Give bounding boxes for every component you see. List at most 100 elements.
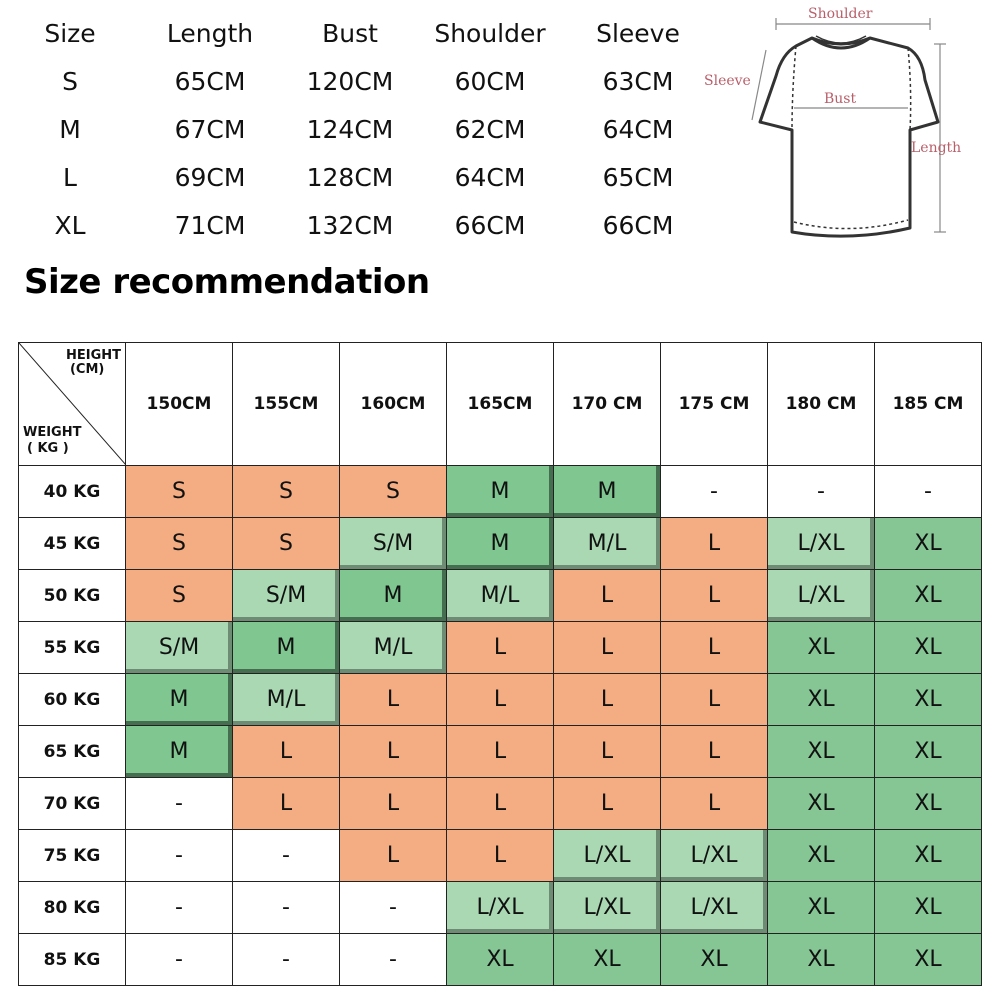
height-header: 185 CM	[874, 342, 982, 466]
bust-cell: 128CM	[306, 163, 394, 192]
size-cell: S	[125, 517, 233, 570]
size-cell: S/M	[339, 517, 447, 570]
size-cell: -	[660, 465, 768, 518]
size-column: Size S M L XL	[0, 14, 140, 254]
shoulder-cell: 60CM	[454, 67, 526, 96]
sleeve-cell: 63CM	[602, 67, 674, 96]
size-cell: -	[339, 881, 447, 934]
size-cell: S	[62, 67, 78, 96]
size-cell: L	[232, 725, 340, 778]
bust-header: Bust	[322, 19, 378, 48]
sleeve-label: Sleeve	[704, 73, 751, 89]
size-cell: S/M	[232, 569, 340, 622]
weight-label: 85 KG	[18, 933, 126, 986]
size-cell: L	[232, 777, 340, 830]
table-row: 70 KG - L L L L L XL XL	[18, 777, 982, 830]
size-cell: S	[232, 517, 340, 570]
size-cell: XL	[767, 621, 875, 674]
size-cell: S	[232, 465, 340, 518]
weight-label: 40 KG	[18, 465, 126, 518]
size-cell: M/L	[339, 621, 447, 674]
size-cell: M	[446, 465, 554, 518]
table-row: 65 KG M L L L L L XL XL	[18, 725, 982, 778]
length-label: Length	[911, 140, 961, 156]
height-header: 170 CM	[553, 342, 661, 466]
bust-label: Bust	[824, 91, 856, 107]
size-cell: -	[125, 829, 233, 882]
length-cell: 65CM	[174, 67, 246, 96]
weight-label: 55 KG	[18, 621, 126, 674]
height-header: 175 CM	[660, 342, 768, 466]
shoulder-cell: 66CM	[454, 211, 526, 240]
size-cell: L	[339, 725, 447, 778]
size-cell: -	[767, 465, 875, 518]
size-cell: L	[660, 777, 768, 830]
size-cell: XL	[767, 725, 875, 778]
size-cell: L	[446, 777, 554, 830]
size-cell: -	[874, 465, 982, 518]
size-cell: L	[553, 569, 661, 622]
table-row: 50 KG S S/M M M/L L L L/XL XL	[18, 569, 982, 622]
size-cell: L	[446, 673, 554, 726]
size-cell: XL	[874, 621, 982, 674]
weight-label: 75 KG	[18, 829, 126, 882]
height-header: 150CM	[125, 342, 233, 466]
table-row: 80 KG - - - L/XL L/XL L/XL XL XL	[18, 881, 982, 934]
size-cell: S	[125, 569, 233, 622]
size-cell: L	[660, 725, 768, 778]
shoulder-cell: 64CM	[454, 163, 526, 192]
size-cell: L	[446, 621, 554, 674]
size-cell: S	[339, 465, 447, 518]
size-cell: -	[125, 881, 233, 934]
length-header: Length	[166, 19, 254, 48]
bust-cell: 132CM	[306, 211, 394, 240]
sleeve-column: Sleeve 63CM 64CM 65CM 66CM	[568, 14, 708, 254]
shoulder-header: Shoulder	[434, 19, 546, 48]
weight-label: 80 KG	[18, 881, 126, 934]
size-cell: -	[125, 777, 233, 830]
size-cell: L	[553, 673, 661, 726]
sleeve-header: Sleeve	[596, 19, 680, 48]
diagonal-divider-icon	[19, 343, 125, 465]
size-cell: -	[339, 933, 447, 986]
size-cell: L	[553, 621, 661, 674]
size-cell: L	[660, 673, 768, 726]
size-cell: L	[553, 777, 661, 830]
size-cell: XL	[446, 933, 554, 986]
size-cell: L	[446, 829, 554, 882]
size-cell: XL	[874, 777, 982, 830]
height-header: 155CM	[232, 342, 340, 466]
size-cell: XL	[874, 933, 982, 986]
weight-label: 65 KG	[18, 725, 126, 778]
size-cell: XL	[767, 673, 875, 726]
table-row: 45 KG S S S/M M M/L L L/XL XL	[18, 517, 982, 570]
size-cell: XL	[874, 829, 982, 882]
table-row: 55 KG S/M M M/L L L L XL XL	[18, 621, 982, 674]
size-cell: XL	[874, 673, 982, 726]
table-row: 40 KG S S S M M - - -	[18, 465, 982, 518]
size-cell: M/L	[232, 673, 340, 726]
size-cell: S/M	[125, 621, 233, 674]
size-recommendation-table: HEIGHT (CM) WEIGHT ( KG ) 150CM 155CM 16…	[18, 342, 982, 986]
shoulder-column: Shoulder 60CM 62CM 64CM 66CM	[420, 14, 560, 254]
size-cell: XL	[767, 829, 875, 882]
size-cell: M	[232, 621, 340, 674]
table-row: 60 KG M M/L L L L L XL XL	[18, 673, 982, 726]
size-cell: M/L	[553, 517, 661, 570]
size-cell: L/XL	[767, 569, 875, 622]
header-row: HEIGHT (CM) WEIGHT ( KG ) 150CM 155CM 16…	[18, 342, 982, 466]
section-title: Size recommendation	[24, 262, 430, 302]
tshirt-outline-icon: Shoulder Sleeve Bust Length	[704, 6, 961, 238]
size-cell: XL	[874, 725, 982, 778]
table-row: 85 KG - - - XL XL XL XL XL	[18, 933, 982, 986]
weight-label: 50 KG	[18, 569, 126, 622]
size-cell: L	[339, 777, 447, 830]
size-cell: -	[232, 933, 340, 986]
sleeve-cell: 66CM	[602, 211, 674, 240]
size-cell: L/XL	[660, 881, 768, 934]
size-cell: XL	[553, 933, 661, 986]
size-cell: M	[125, 673, 233, 726]
size-cell: L/XL	[553, 881, 661, 934]
length-column: Length 65CM 67CM 69CM 71CM	[140, 14, 280, 254]
size-cell: XL	[767, 933, 875, 986]
